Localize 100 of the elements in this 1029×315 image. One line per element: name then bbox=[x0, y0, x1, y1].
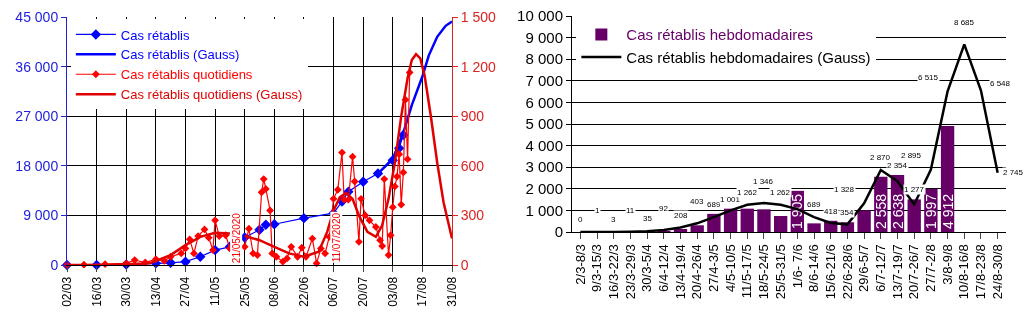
y2-tick-label: 300 bbox=[460, 207, 485, 224]
y-tick-label: 9 000 bbox=[525, 28, 563, 46]
y2-tick-label: 1 200 bbox=[460, 58, 497, 75]
x-tick-label: 22/6-28/6 bbox=[839, 244, 855, 300]
x-tick-label: 20/7-26/7 bbox=[906, 244, 922, 300]
y-tick-label: 3 000 bbox=[525, 158, 563, 176]
x-tick-label: 17/8-23/8 bbox=[973, 244, 989, 300]
x-tick-label: 13/7-19/7 bbox=[889, 244, 905, 300]
data-label: 4 912 bbox=[939, 193, 956, 229]
x-tick-label: 08/06 bbox=[267, 276, 282, 307]
x-tick-label: 25/05 bbox=[237, 276, 252, 307]
x-tick-label: 27/4-3/5 bbox=[706, 244, 722, 292]
legend-label: Cas rétablis quotidiens bbox=[120, 67, 253, 83]
data-label: 1 277 bbox=[904, 185, 925, 194]
x-tick-label: 24/8-30/8 bbox=[989, 244, 1005, 300]
data-label: 0 bbox=[578, 215, 583, 224]
data-label: 2 638 bbox=[889, 193, 906, 229]
data-label: 2 558 bbox=[872, 193, 889, 229]
x-tick-label: 9/3-15/3 bbox=[589, 244, 605, 292]
x-tick-label: 30/3-5/4 bbox=[639, 244, 655, 292]
legend-label: Cas rétablis hebdomadaires bbox=[626, 26, 814, 44]
x-tick-label: 3/8-9/8 bbox=[939, 244, 955, 285]
x-tick-label: 29/6-5/7 bbox=[856, 244, 872, 292]
x-tick-label: 18/5-24/5 bbox=[756, 244, 772, 300]
data-label: 2 895 bbox=[901, 151, 922, 160]
data-label: 1 346 bbox=[753, 177, 774, 186]
y-tick-label: 27 000 bbox=[15, 108, 59, 125]
x-tick-label: 11/05 bbox=[207, 276, 222, 306]
y-tick-label: 2 000 bbox=[525, 180, 563, 198]
y-tick-label: 1 000 bbox=[525, 201, 563, 219]
x-tick-label: 02/03 bbox=[59, 276, 74, 307]
data-label: 208 bbox=[674, 211, 688, 220]
y-tick-label: 5 000 bbox=[525, 115, 563, 133]
y-tick-label: 10 000 bbox=[517, 7, 563, 25]
annotation: 11/07/2020 bbox=[330, 212, 342, 263]
x-tick-label: 4/5-10/5 bbox=[722, 244, 738, 292]
x-tick-label: 15/6-21/6 bbox=[822, 244, 838, 300]
x-tick-label: 22/06 bbox=[296, 276, 311, 307]
data-label: 1 001 bbox=[720, 195, 741, 204]
data-label: 1 262 bbox=[770, 188, 791, 197]
x-tick-label: 30/03 bbox=[119, 276, 134, 307]
data-label: 354 bbox=[840, 208, 854, 217]
legend-label: Cas rétablis (Gauss) bbox=[120, 47, 240, 63]
x-tick-label: 03/08 bbox=[385, 276, 400, 307]
x-tick-label: 25/5-31/5 bbox=[772, 244, 788, 300]
y-tick-label: 9 000 bbox=[23, 207, 59, 224]
y2-tick-label: 600 bbox=[460, 157, 485, 174]
data-label: 689 bbox=[707, 200, 721, 209]
y-tick-label: 18 000 bbox=[15, 157, 59, 174]
data-label: 35 bbox=[643, 214, 653, 223]
y-tick-label: 0 bbox=[554, 223, 563, 241]
x-tick-label: 13/04 bbox=[148, 276, 163, 307]
data-label: 2 745 bbox=[1003, 168, 1024, 177]
data-label: 689 bbox=[807, 200, 821, 209]
x-tick-label: 20/07 bbox=[356, 276, 371, 307]
x-tick-label: 17/08 bbox=[415, 276, 430, 307]
y-tick-label: 36 000 bbox=[15, 58, 59, 75]
x-tick-label: 23/3-29/3 bbox=[622, 244, 638, 300]
data-label: 11 bbox=[626, 206, 635, 215]
y-tick-label: 45 000 bbox=[15, 8, 59, 25]
data-label: 8 685 bbox=[954, 18, 975, 27]
data-label: 6 548 bbox=[990, 79, 1011, 88]
y2-tick-label: 1 500 bbox=[460, 8, 497, 25]
x-tick-label: 1/6- 7/6 bbox=[789, 244, 805, 289]
y2-tick-label: 900 bbox=[460, 108, 485, 125]
data-label: 1 262 bbox=[737, 188, 758, 197]
x-tick-label: 16/03 bbox=[89, 276, 104, 307]
x-tick-label: 27/04 bbox=[178, 276, 193, 307]
x-tick-label: 27/7-2/8 bbox=[923, 244, 939, 292]
y-tick-label: 0 bbox=[50, 256, 59, 273]
data-label: 403 bbox=[690, 197, 704, 206]
x-tick-label: 6/7-12/7 bbox=[873, 244, 889, 292]
y2-tick-label: 0 bbox=[460, 256, 469, 273]
x-tick-label: 20/4-26/4 bbox=[689, 244, 705, 300]
y-tick-label: 6 000 bbox=[525, 93, 563, 111]
y-tick-label: 8 000 bbox=[525, 50, 563, 68]
x-tick-label: 10/8-16/8 bbox=[956, 244, 972, 300]
x-tick-label: 11/5-17/5 bbox=[739, 244, 755, 299]
x-tick-label: 16/3-22/3 bbox=[605, 244, 621, 300]
data-label: 1 328 bbox=[834, 185, 855, 194]
data-label: 3 bbox=[611, 215, 616, 224]
data-label: 1 bbox=[595, 206, 600, 215]
x-tick-label: 6/4-12/4 bbox=[656, 244, 672, 292]
y-tick-label: 4 000 bbox=[525, 136, 563, 154]
legend-label: Cas rétablis hebdomadaires (Gauss) bbox=[626, 48, 871, 66]
x-tick-label: 8/6-14/6 bbox=[806, 244, 822, 292]
x-tick-label: 2/3-8/3 bbox=[572, 244, 588, 285]
data-label: 2 354 bbox=[887, 161, 908, 170]
data-label: 92 bbox=[659, 204, 669, 213]
x-tick-label: 06/07 bbox=[326, 276, 341, 307]
data-label: 2 870 bbox=[870, 153, 891, 162]
annotation: 21/05/2020 bbox=[230, 212, 242, 264]
legend-label: Cas rétablis bbox=[120, 27, 190, 43]
data-label: 6 515 bbox=[918, 73, 939, 82]
x-tick-label: 13/4-19/4 bbox=[672, 244, 688, 300]
y-tick-label: 7 000 bbox=[525, 72, 563, 90]
data-label: 1 997 bbox=[922, 193, 939, 229]
x-tick-label: 31/08 bbox=[444, 276, 459, 307]
legend-label: Cas rétablis quotidiens (Gauss) bbox=[120, 87, 303, 103]
data-label: 418 bbox=[824, 207, 838, 216]
